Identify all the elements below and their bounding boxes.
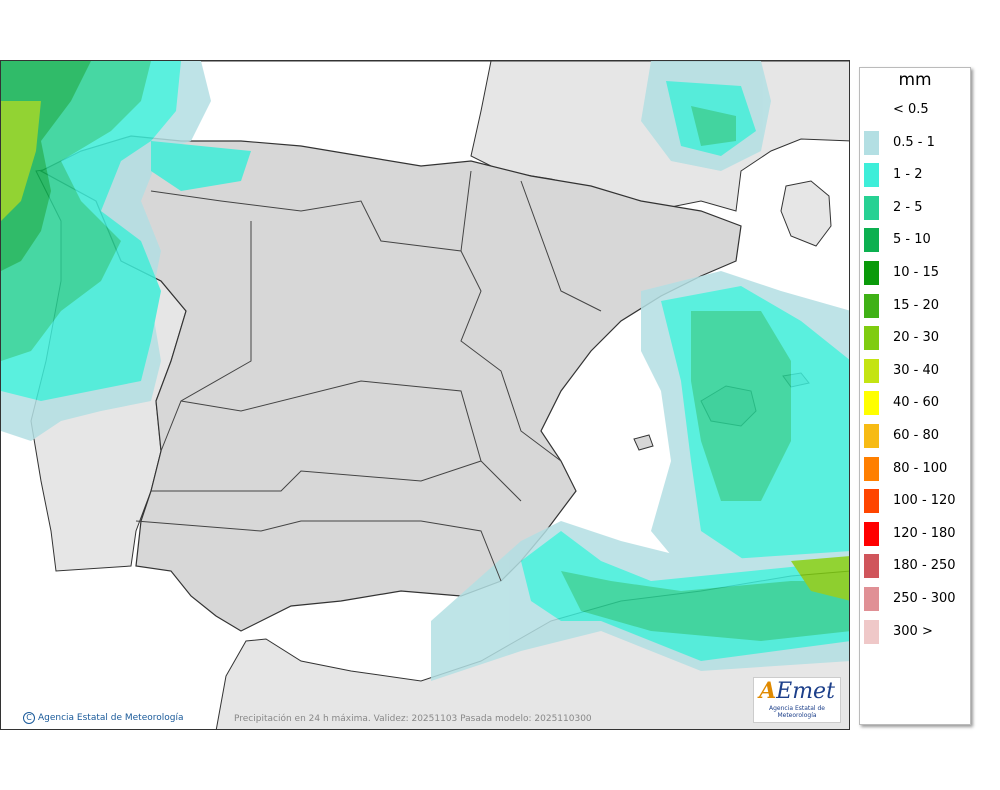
precip-1-2-cantabria xyxy=(151,141,251,191)
legend-item: 300 > xyxy=(864,619,968,644)
legend-swatch xyxy=(864,391,879,416)
legend-item: 30 - 40 xyxy=(864,358,968,383)
legend-swatch xyxy=(864,163,879,188)
legend-item: 2 - 5 xyxy=(864,195,968,220)
legend-label: 60 - 80 xyxy=(893,428,940,443)
legend-label: 80 - 100 xyxy=(893,460,948,476)
ibiza-island xyxy=(633,434,654,451)
legend-item: 120 - 180 xyxy=(864,521,968,546)
legend-label: 20 - 30 xyxy=(893,330,940,346)
aemet-credit: C Agencia Estatal de Meteorología xyxy=(23,712,184,724)
legend-label: 300 > xyxy=(893,623,933,639)
precip-2-5-south xyxy=(561,571,849,641)
legend-label: 0.5 - 1 xyxy=(893,134,935,150)
legend-item: 80 - 100 xyxy=(864,456,968,481)
legend-swatch xyxy=(864,98,879,122)
map-canvas xyxy=(1,61,849,729)
legend-item: 100 - 120 xyxy=(864,489,968,514)
legend-swatch xyxy=(864,456,879,481)
legend-swatch xyxy=(864,489,879,514)
legend-swatch xyxy=(864,261,879,285)
legend-label: 15 - 20 xyxy=(893,297,940,313)
legend-swatch xyxy=(864,619,879,644)
legend-swatch xyxy=(864,195,879,220)
legend-item: 10 - 15 xyxy=(864,261,968,285)
legend-label: 250 - 300 xyxy=(893,591,956,606)
legend-swatch xyxy=(864,587,879,611)
legend-label: 5 - 10 xyxy=(893,232,931,248)
legend-item: 0.5 - 1 xyxy=(864,130,968,155)
legend-swatch xyxy=(864,554,879,579)
legend-item: 40 - 60 xyxy=(864,391,968,416)
logo-word: AEmet xyxy=(759,678,835,704)
legend-label: 40 - 60 xyxy=(893,395,940,411)
precip-legend: mm < 0.5 0.5 - 1 1 - 2 2 - 5 5 - 10 10 - 15 15… xyxy=(859,67,971,725)
legend-item: 15 - 20 xyxy=(864,293,968,318)
legend-swatch xyxy=(864,424,879,448)
legend-label: < 0.5 xyxy=(893,102,929,117)
copyright-icon: C xyxy=(23,712,35,724)
legend-swatch xyxy=(864,293,879,318)
logo-subtitle: Agencia Estatal de Meteorología xyxy=(768,705,825,719)
precip-layer xyxy=(1,61,849,681)
legend-swatch xyxy=(864,358,879,383)
aemet-logo: AEmet Agencia Estatal de Meteorología xyxy=(753,677,841,723)
legend-label: 180 - 250 xyxy=(893,558,956,574)
legend-item: 180 - 250 xyxy=(864,554,968,579)
legend-item: 5 - 10 xyxy=(864,228,968,253)
map-caption: Precipitación en 24 h máxima. Validez: 2… xyxy=(234,714,592,724)
precip-20-30-south xyxy=(791,556,849,601)
legend-item: < 0.5 xyxy=(864,98,968,122)
precip-20-30-west xyxy=(1,101,41,221)
legend-swatch xyxy=(864,130,879,155)
legend-label: 30 - 40 xyxy=(893,362,940,378)
legend-item: 60 - 80 xyxy=(864,424,968,448)
precip-2-5-north xyxy=(691,106,736,146)
precipitation-map: C Agencia Estatal de Meteorología Precipi… xyxy=(0,60,850,730)
legend-label: 2 - 5 xyxy=(893,199,923,215)
legend-item: 1 - 2 xyxy=(864,163,968,188)
legend-item: 250 - 300 xyxy=(864,587,968,611)
precip-2-5-balearic xyxy=(691,311,791,501)
corsica-land xyxy=(780,180,832,247)
legend-swatch xyxy=(864,326,879,351)
legend-label: 100 - 120 xyxy=(893,493,956,509)
credit-text: Agencia Estatal de Meteorología xyxy=(38,713,184,723)
legend-item: 20 - 30 xyxy=(864,326,968,351)
legend-label: 120 - 180 xyxy=(893,525,956,541)
legend-swatch xyxy=(864,521,879,546)
legend-swatch xyxy=(864,228,879,253)
legend-label: 1 - 2 xyxy=(893,167,923,183)
legend-unit: mm xyxy=(898,70,932,90)
region-borders xyxy=(135,170,602,582)
legend-label: 10 - 15 xyxy=(893,265,940,280)
